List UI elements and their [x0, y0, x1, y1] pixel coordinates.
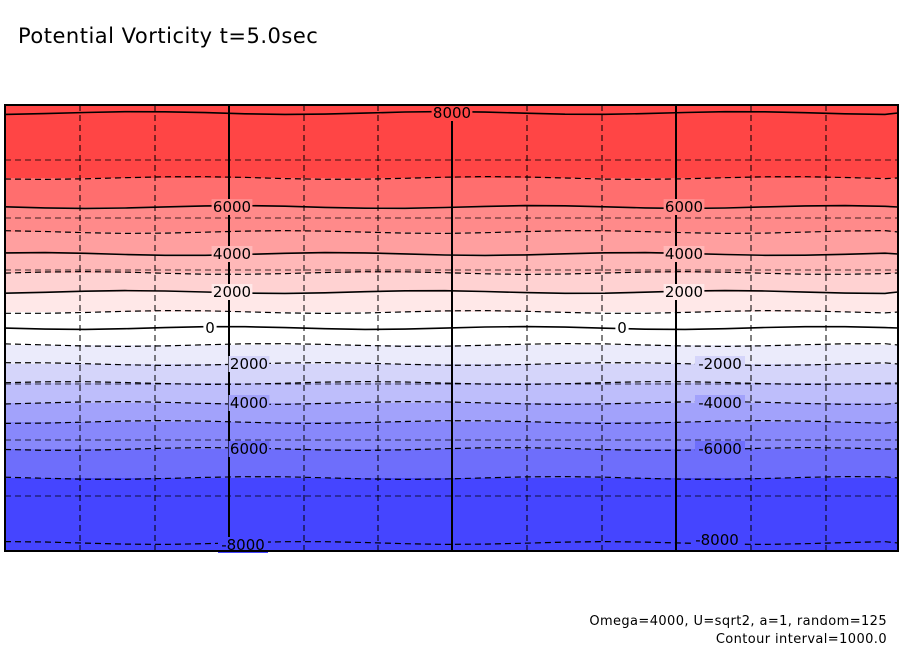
- contour-label-bg: [615, 320, 629, 336]
- contour-label-bg: [228, 395, 270, 411]
- contour-line-5000: [4, 229, 899, 235]
- contour-label-bg: [228, 441, 270, 457]
- contour-label-bg: [663, 246, 705, 262]
- contour-label: -8000: [695, 531, 739, 549]
- contour-line-4000: [4, 251, 899, 257]
- contour-label: -8000: [221, 536, 265, 554]
- contour-line-2000: [4, 289, 899, 295]
- contour-label-bg: [695, 356, 745, 372]
- contour-line-6000: [4, 204, 899, 210]
- contour-label: -6000: [698, 440, 742, 458]
- contour-labels: 8000 6000 6000 4000 4000 2000 2000 0 0 2000 -2000 4…: [203, 104, 745, 554]
- contour-line--8000: [4, 540, 899, 546]
- contour-label: -4000: [698, 394, 742, 412]
- contour-label: 2000: [230, 355, 268, 373]
- grid-lines: [5, 105, 898, 551]
- contour-label-bg: [431, 105, 473, 121]
- chart-title: Potential Vorticity t=5.0sec: [18, 24, 319, 48]
- contour-label: 8000: [433, 104, 471, 122]
- contour-line-0: [4, 325, 899, 331]
- contour-line-1000: [5, 309, 899, 315]
- contour-line--5000: [4, 419, 899, 425]
- contour-line--7000: [4, 475, 899, 481]
- contour-label: -2000: [698, 355, 742, 373]
- contour-label: 2000: [665, 283, 703, 301]
- contour-label-bg: [211, 246, 253, 262]
- contour-line-3000: [4, 270, 899, 276]
- contour-label: 4000: [213, 245, 251, 263]
- contour-label-bg: [692, 532, 742, 548]
- contour-line--6000: [4, 446, 898, 452]
- contour-label: 6000: [230, 440, 268, 458]
- contour-label: 6000: [213, 198, 251, 216]
- parameters-note: Omega=4000, U=sqrt2, a=1, random=125: [589, 614, 887, 629]
- contour-line--4000: [4, 400, 899, 406]
- contour-label: 6000: [665, 198, 703, 216]
- contour-label-bg: [211, 284, 253, 300]
- contour-interval-note: Contour interval=1000.0: [715, 632, 887, 647]
- contour-label-bg: [211, 199, 253, 215]
- contour-label: 4000: [230, 394, 268, 412]
- contour-label-bg: [228, 356, 270, 372]
- plot-frame: [4, 104, 899, 552]
- contour-label-bg: [663, 199, 705, 215]
- contour-line-7000: [4, 175, 899, 181]
- contour-label: 4000: [665, 245, 703, 263]
- contour-label-bg: [203, 320, 217, 336]
- contour-label-bg: [695, 441, 745, 457]
- contour-label-bg: [218, 537, 268, 553]
- contour-label-bg: [663, 284, 705, 300]
- contour-label: 0: [617, 319, 627, 337]
- contour-label-bg: [695, 395, 745, 411]
- contour-label: 0: [205, 319, 215, 337]
- contour-line--1000: [4, 342, 899, 348]
- contour-line--2000: [4, 361, 899, 367]
- contour-label: 2000: [213, 283, 251, 301]
